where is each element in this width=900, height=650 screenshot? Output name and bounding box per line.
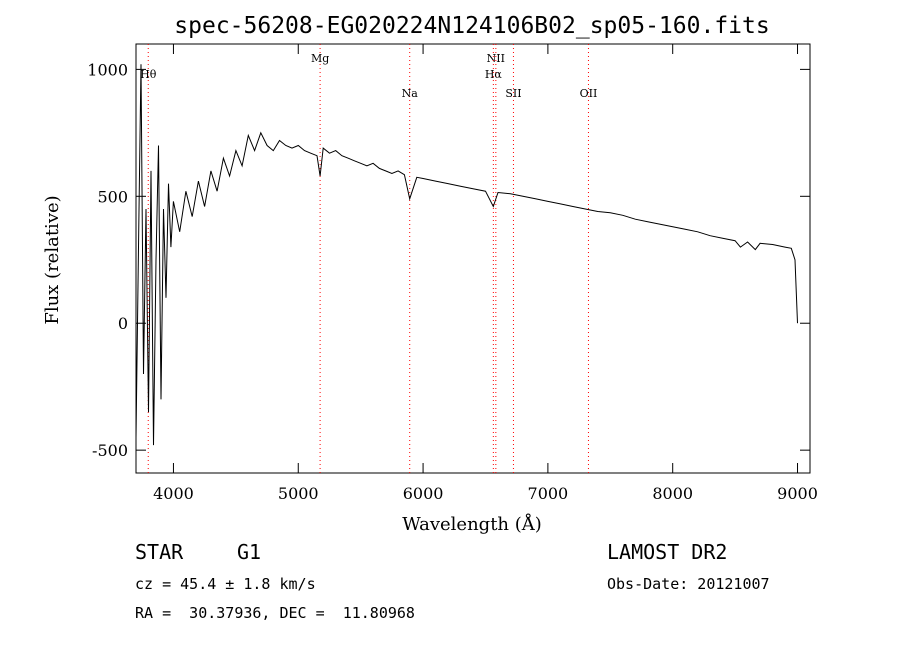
spectrum-chart: spec-56208-EG020224N124106B02_sp05-160.f… xyxy=(42,13,818,535)
survey-label: LAMOST DR2 xyxy=(607,540,728,564)
marker-label-2: Na xyxy=(402,87,419,100)
y-tick-label-0: -500 xyxy=(92,441,128,460)
x-tick-label-0: 4000 xyxy=(153,484,194,503)
axis-ticks: 4000 5000 6000 7000 8000 9000 -500 0 500 1000 xyxy=(87,44,818,503)
y-axis-label: Flux (relative) xyxy=(42,195,63,324)
marker-label-0: Hθ xyxy=(140,68,157,81)
cz-value: cz = 45.4 ± 1.8 km/s xyxy=(135,575,316,593)
series-line xyxy=(135,64,798,446)
chart-title: spec-56208-EG020224N124106B02_sp05-160.f… xyxy=(174,13,769,39)
x-tick-label-5: 9000 xyxy=(777,484,818,503)
y-tick-label-2: 500 xyxy=(97,187,128,206)
x-tick-label-1: 5000 xyxy=(278,484,319,503)
marker-label-1: Mg xyxy=(311,52,329,65)
y-tick-label-3: 1000 xyxy=(87,60,128,79)
marker-label-5: SII xyxy=(505,87,521,100)
marker-label-4: Hα xyxy=(485,68,503,81)
x-axis-label: Wavelength (Å) xyxy=(402,513,542,535)
marker-label-3: NII xyxy=(487,52,505,65)
x-tick-label-3: 7000 xyxy=(528,484,569,503)
object-type: STAR xyxy=(135,540,184,564)
plot-frame xyxy=(135,43,811,474)
y-tick-label-1: 0 xyxy=(118,314,128,333)
subclass: G1 xyxy=(237,540,262,564)
marker-label-6: OII xyxy=(580,87,598,100)
obs-date: Obs-Date: 20121007 xyxy=(607,575,770,593)
x-tick-label-4: 8000 xyxy=(652,484,693,503)
x-tick-label-2: 6000 xyxy=(403,484,444,503)
coordinates: RA = 30.37936, DEC = 11.80968 xyxy=(135,604,415,622)
